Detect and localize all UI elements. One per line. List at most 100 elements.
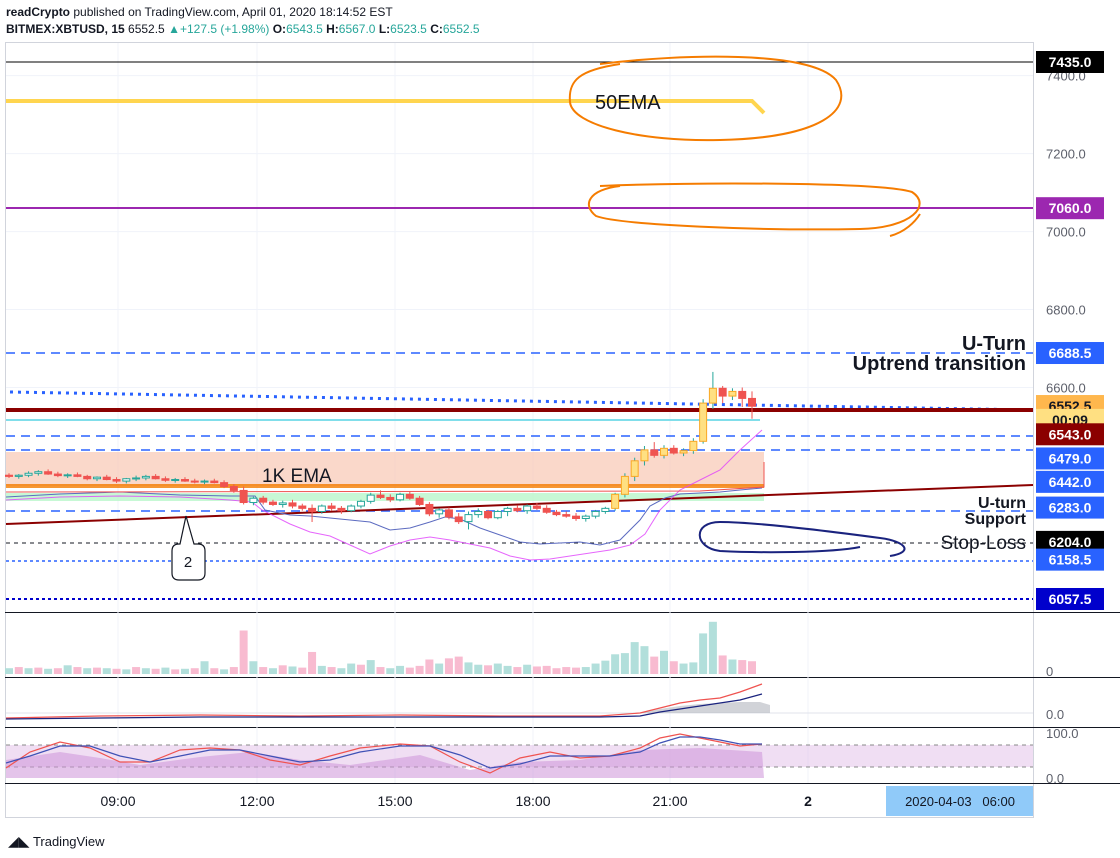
candle-body-71: [699, 402, 708, 442]
open-value: 6543.5: [286, 22, 323, 36]
tradingview-logo-icon: ◢◣: [8, 833, 30, 849]
volume-bar-62: [611, 654, 620, 674]
candle-body-37: [366, 494, 375, 502]
price-tag-label-10: 6158.5: [1049, 552, 1092, 568]
candle-44: [435, 508, 444, 518]
volume-bar-41: [405, 667, 414, 674]
candle-38: [376, 490, 385, 500]
candle-65: [640, 445, 649, 466]
candle-body-13: [132, 477, 141, 480]
candle-73: [718, 385, 727, 404]
volume-bar-6: [63, 665, 72, 674]
candle-35: [347, 504, 356, 513]
stoch-k-line: [5, 733, 763, 774]
volume-bar-36: [356, 664, 365, 674]
last-price: 6552.5: [128, 22, 165, 36]
candle-2: [24, 471, 33, 478]
candle-21: [210, 478, 219, 484]
price-tag-bg-9: [1036, 530, 1104, 553]
candle-body-6: [63, 474, 72, 477]
publisher-name[interactable]: readCrypto: [6, 5, 71, 19]
candle-body-62: [611, 493, 620, 509]
volume-bar-39: [386, 668, 395, 674]
publish-info: readCrypto published on TradingView.com,…: [6, 5, 393, 19]
candle-body-56: [552, 511, 561, 516]
candle-body-39: [386, 496, 395, 501]
volume-bar-68: [669, 661, 678, 674]
time-tick-5: 2: [804, 793, 812, 809]
tradingview-label: TradingView: [32, 834, 105, 849]
volume-bar-16: [161, 667, 170, 674]
candle-72: [708, 371, 717, 409]
candle-body-48: [474, 510, 483, 516]
macd-signal-line: [5, 693, 763, 720]
publish-text: published on TradingView.com, April 01, …: [73, 5, 393, 19]
candle-body-45: [444, 509, 453, 518]
candle-30: [298, 503, 307, 511]
up-arrow-icon: ▲: [168, 22, 180, 36]
candle-9: [92, 476, 101, 482]
candle-body-31: [308, 507, 317, 512]
callout-2-text: 2: [184, 554, 192, 571]
candle-body-60: [591, 510, 600, 517]
macd-line: [5, 683, 763, 719]
candle-body-73: [718, 387, 727, 397]
candle-body-63: [620, 475, 629, 495]
volume-bar-33: [327, 667, 336, 674]
candle-body-14: [141, 475, 150, 479]
candle-60: [591, 509, 600, 519]
price-tag-2: 6688.5: [1036, 342, 1104, 365]
volume-bar-52: [513, 667, 522, 674]
trend-line: [5, 484, 1034, 525]
candle-40: [396, 492, 405, 502]
volume-bar-43: [425, 659, 434, 674]
candle-body-47: [464, 514, 473, 523]
high-label: H:: [326, 22, 339, 36]
volume-bar-49: [484, 665, 493, 674]
candle-body-42: [415, 497, 424, 505]
volume-bar-10: [102, 668, 111, 674]
price-tick-2: 7000.0: [1046, 225, 1086, 240]
candle-11: [112, 477, 121, 484]
crosshair-time-label: 2020-04-03 06:00: [905, 794, 1015, 809]
candle-37: [366, 492, 375, 504]
candle-59: [581, 514, 590, 522]
candle-75: [738, 387, 747, 408]
candle-body-12: [122, 478, 131, 482]
label-50ema: 50EMA: [595, 92, 661, 114]
price-tick-1: 7200.0: [1046, 147, 1086, 162]
candle-61: [601, 506, 610, 514]
time-tick-3: 18:00: [515, 793, 550, 809]
candle-body-75: [738, 390, 747, 399]
candle-body-51: [503, 507, 512, 512]
volume-bar-30: [298, 667, 307, 674]
candle-body-27: [268, 501, 277, 505]
candle-45: [444, 507, 453, 520]
candle-body-76: [748, 397, 756, 407]
volume-bar-0: [5, 668, 13, 674]
candle-71: [699, 399, 708, 444]
price-tag-10: 6158.5: [1036, 548, 1104, 571]
volume-bar-19: [190, 668, 199, 674]
candle-10: [102, 474, 111, 481]
candle-body-18: [180, 479, 189, 482]
label-stop-loss: Stop-Loss: [940, 533, 1026, 554]
volume-bar-45: [444, 658, 453, 674]
volume-bar-12: [122, 669, 131, 674]
annotation-scribble-stoploss: [698, 520, 906, 557]
callout-2[interactable]: [171, 515, 206, 581]
candle-25: [249, 496, 258, 506]
candle-body-16: [161, 478, 170, 481]
candle-29: [288, 499, 297, 509]
candle-34: [337, 506, 346, 514]
close-value: 6552.5: [442, 22, 480, 36]
candle-16: [161, 476, 170, 482]
candle-43: [425, 502, 434, 517]
symbol-label: BITMEX:XBTUSD, 15: [6, 22, 125, 36]
tradingview-brand[interactable]: ◢◣ TradingView: [8, 833, 104, 850]
time-axis[interactable]: 09:00 12:00 15:00 18:00 21:00 2: [100, 793, 812, 809]
candle-body-52: [513, 507, 522, 512]
level-line-dotted-upper: [9, 390, 1034, 412]
